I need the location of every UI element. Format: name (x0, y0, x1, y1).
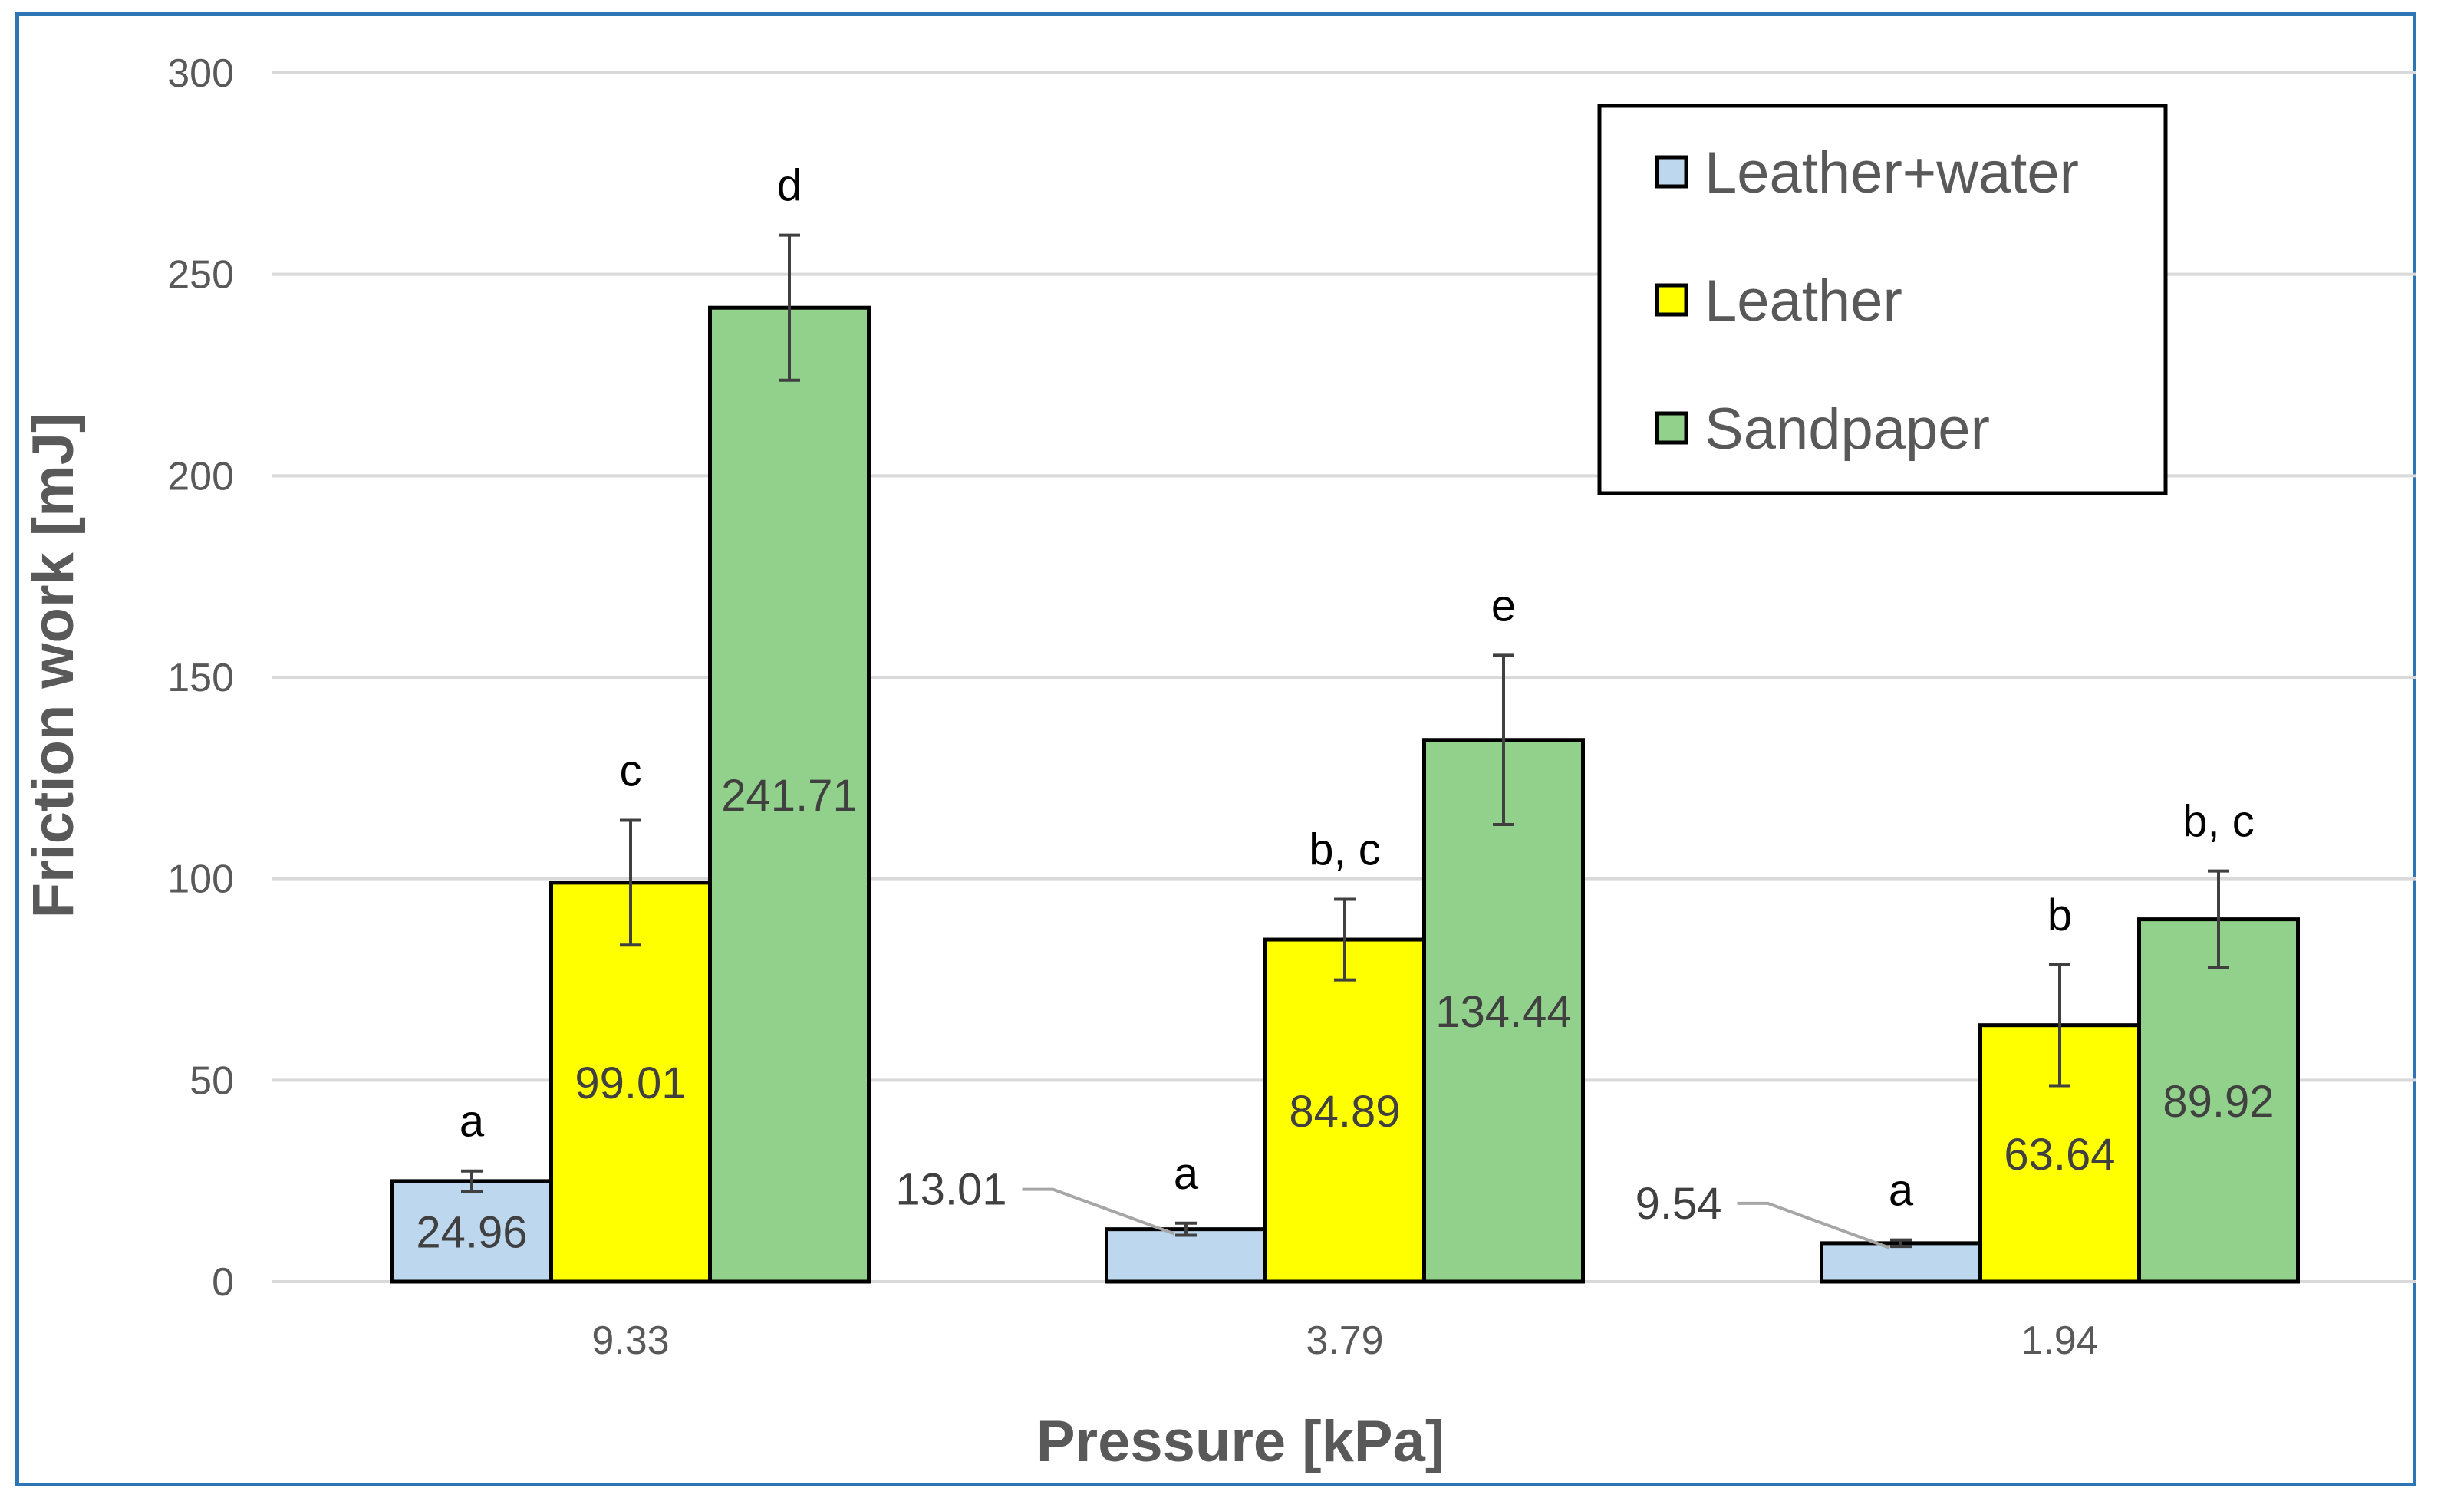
bars: 24.96 a 99.01 c 241.71 d 13.01 a 84.89 b, c 134.44… (390, 161, 2300, 1284)
bar (1820, 1241, 1982, 1284)
legend-swatch (1655, 283, 1688, 317)
data-label: 13.01 (895, 1165, 1006, 1215)
bar (708, 305, 871, 1284)
significance-label: b, c (1309, 825, 1381, 875)
y-tick-label: 150 (167, 656, 234, 700)
bar (549, 881, 712, 1284)
y-tick-label: 50 (189, 1058, 234, 1103)
x-axis-ticks: 9.33 3.79 1.94 (591, 1318, 2098, 1363)
data-label: 9.54 (1636, 1179, 1722, 1229)
bar (1422, 738, 1585, 1284)
significance-label: a (460, 1097, 485, 1147)
legend-swatch (1655, 411, 1688, 445)
y-tick-label: 300 (167, 51, 234, 96)
data-label: 241.71 (721, 771, 857, 821)
bar (1263, 937, 1426, 1284)
bar (1105, 1227, 1267, 1284)
legend-label: Sandpaper (1705, 397, 1990, 462)
legend: Leather+water Leather Sandpaper (1597, 104, 2168, 495)
x-axis-title: Pressure [kPa] (1036, 1409, 1444, 1474)
legend-swatch (1655, 155, 1688, 189)
bar (390, 1179, 553, 1284)
y-axis-ticks: 0 50 100 150 200 250 300 (167, 51, 234, 1305)
y-axis-title: Friction work [mJ] (21, 413, 86, 919)
y-tick-label: 250 (167, 253, 234, 298)
significance-label: b, c (2182, 797, 2255, 847)
data-label: 24.96 (416, 1207, 527, 1257)
leader-line (1022, 1187, 1175, 1236)
significance-label: a (1174, 1149, 1199, 1199)
data-label: 99.01 (575, 1058, 686, 1108)
legend-box (1597, 104, 2168, 495)
x-tick-label: 9.33 (591, 1318, 669, 1363)
y-tick-label: 0 (212, 1260, 234, 1305)
data-label: 134.44 (1435, 987, 1571, 1037)
significance-label: d (777, 161, 802, 211)
leader-line (1737, 1201, 1890, 1249)
bar (2137, 917, 2300, 1284)
significance-label: b (2047, 890, 2072, 940)
significance-label: c (620, 746, 642, 795)
data-label: 84.89 (1289, 1087, 1400, 1137)
data-label: 63.64 (2004, 1130, 2115, 1180)
x-tick-label: 1.94 (2021, 1318, 2098, 1363)
y-tick-label: 200 (167, 454, 234, 499)
data-label: 89.92 (2163, 1077, 2274, 1127)
legend-label: Leather (1705, 268, 1902, 334)
legend-label: Leather+water (1705, 140, 2079, 206)
y-tick-label: 100 (167, 857, 234, 902)
bar (1978, 1023, 2141, 1284)
significance-label: e (1491, 581, 1516, 630)
significance-label: a (1889, 1166, 1914, 1216)
x-tick-label: 3.79 (1306, 1318, 1383, 1363)
